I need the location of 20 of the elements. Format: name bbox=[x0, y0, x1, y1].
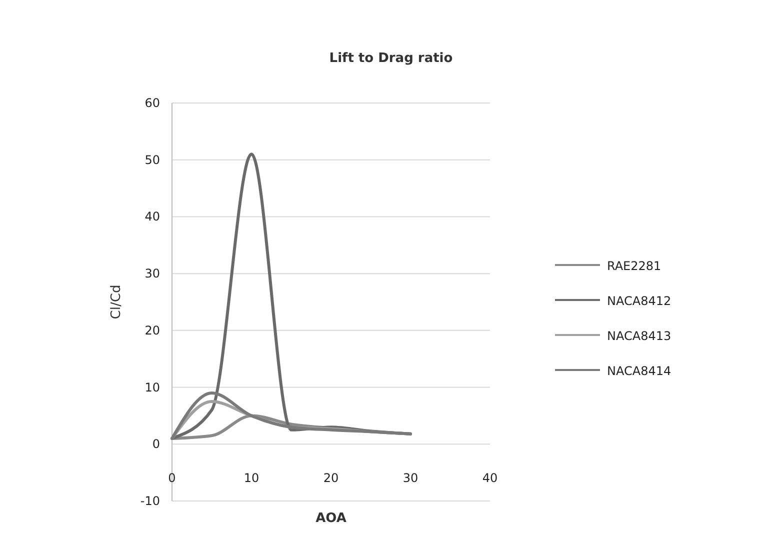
y-tick-label: 20 bbox=[144, 323, 160, 338]
legend-label: NACA8413 bbox=[607, 329, 672, 343]
y-tick-label: 0 bbox=[152, 437, 160, 452]
legend-label: NACA8412 bbox=[607, 294, 672, 308]
chart-title: Lift to Drag ratio bbox=[329, 51, 453, 66]
y-axis-title: Cl/Cd bbox=[109, 284, 124, 320]
y-tick-label: 60 bbox=[144, 96, 160, 110]
legend-label: NACA8414 bbox=[607, 364, 672, 378]
x-tick-label: 20 bbox=[323, 471, 339, 485]
y-tick-label: 50 bbox=[144, 152, 160, 167]
y-tick-label: 30 bbox=[144, 266, 160, 281]
legend-label: RAE2281 bbox=[607, 259, 662, 273]
x-tick-label: 0 bbox=[168, 471, 176, 485]
y-tick-label: 10 bbox=[144, 380, 160, 394]
x-tick-label: 40 bbox=[482, 471, 498, 485]
x-axis-title: AOA bbox=[316, 511, 346, 526]
x-tick-label: 10 bbox=[244, 471, 260, 485]
y-tick-label: -10 bbox=[140, 494, 160, 508]
x-tick-label: 30 bbox=[402, 471, 418, 485]
y-tick-label: 40 bbox=[144, 210, 160, 224]
